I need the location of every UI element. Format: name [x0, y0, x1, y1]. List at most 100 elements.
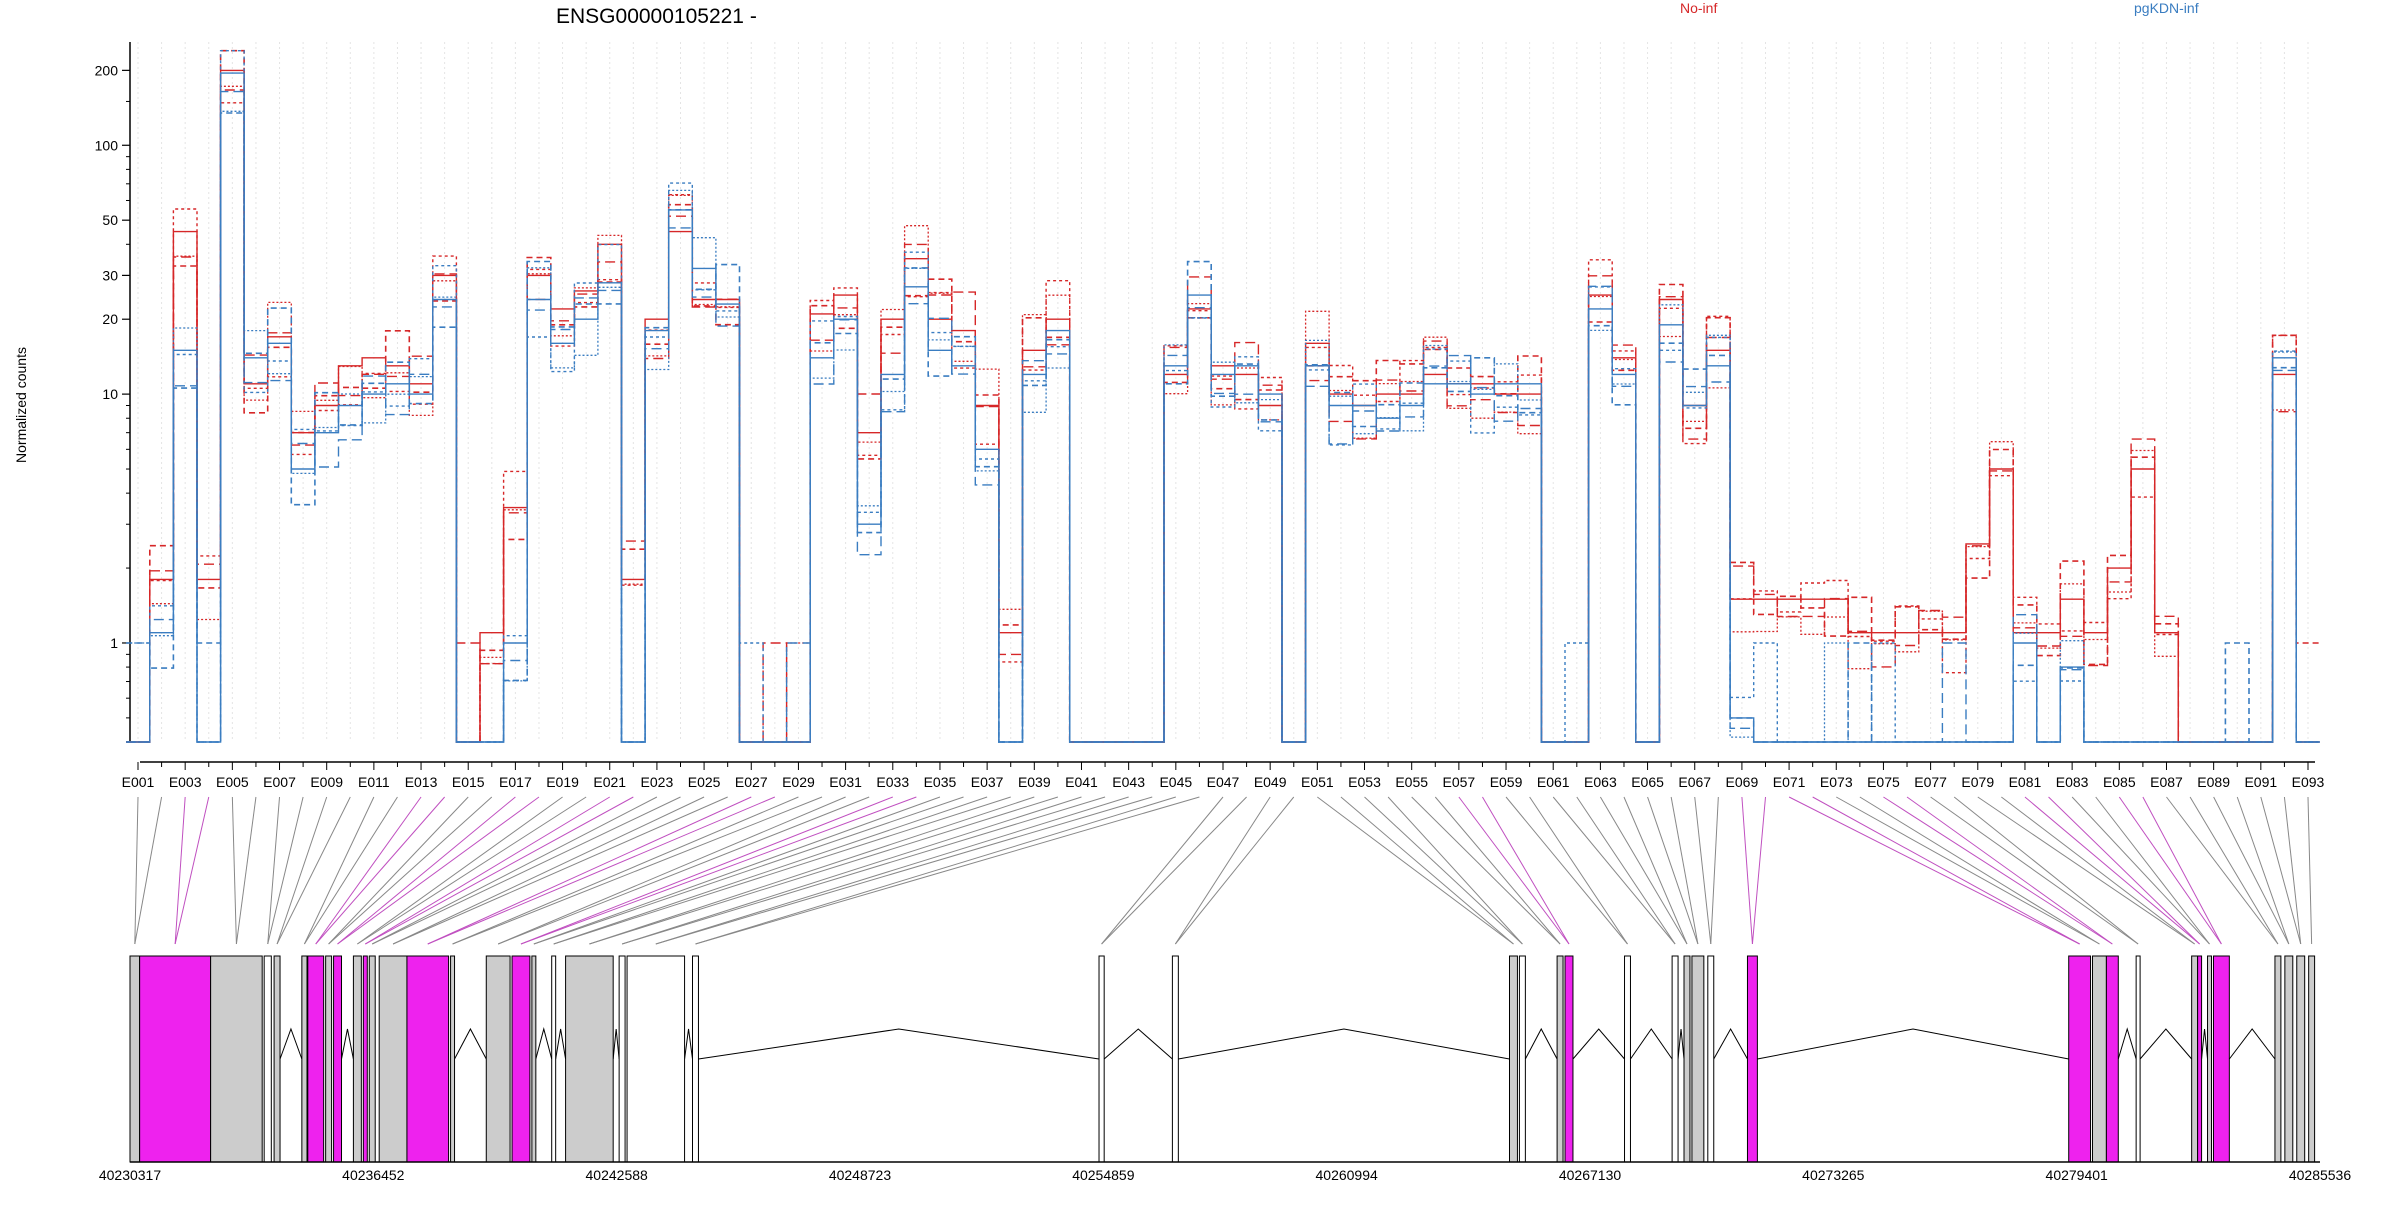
- intron-line: [1178, 1028, 1510, 1060]
- exon-link-line: [1953, 796, 2139, 945]
- exon-block: [368, 955, 376, 1163]
- exon-block: [485, 955, 511, 1163]
- exon-block: [2207, 955, 2212, 1163]
- intron-line: [684, 1028, 693, 1060]
- exon-label: E077: [1914, 774, 1947, 790]
- exon-label: E009: [310, 774, 343, 790]
- exon-link-line: [452, 796, 799, 945]
- exon-link-line: [1505, 796, 1628, 945]
- exon-link-line: [1741, 796, 1753, 945]
- exon-link-line: [328, 796, 493, 945]
- genomic-tick-label: 40242588: [586, 1167, 649, 1183]
- exon-link-line: [1529, 796, 1628, 945]
- intron-line: [1630, 1028, 1673, 1060]
- y-tick-label: 200: [95, 62, 119, 78]
- y-axis-label: Normalized counts: [13, 347, 29, 463]
- chart-title: ENSG00000105221 -: [556, 5, 757, 28]
- exon-link-line: [304, 796, 398, 945]
- exon-block: [352, 955, 362, 1163]
- intron-line: [2201, 1028, 2209, 1060]
- exon-link-line: [1482, 796, 1570, 945]
- exon-block: [273, 955, 281, 1163]
- intron-line: [2139, 1028, 2193, 1060]
- genomic-tick-label: 40273265: [1802, 1167, 1865, 1183]
- exon-label: E013: [405, 774, 438, 790]
- exon-link-line: [1906, 796, 2113, 945]
- exon-block: [325, 955, 333, 1163]
- no-inf-replicate-line: [126, 49, 2320, 743]
- exon-label: E091: [2244, 774, 2277, 790]
- exon-link-line: [365, 796, 610, 945]
- exon-label: E075: [1867, 774, 1900, 790]
- exon-link-line: [2166, 796, 2279, 945]
- intron-line: [1572, 1028, 1625, 1060]
- exon-block: [2092, 955, 2107, 1163]
- exon-block: [139, 955, 212, 1163]
- exon-link-line: [2307, 796, 2313, 945]
- exon-link-line: [497, 796, 846, 945]
- exon-link-line: [2048, 796, 2200, 945]
- exon-block: [129, 955, 141, 1163]
- exon-link-line: [365, 796, 634, 945]
- exon-label: E043: [1112, 774, 1145, 790]
- exon-label: E027: [735, 774, 768, 790]
- exon-link-line: [315, 796, 446, 945]
- exon-label: E071: [1773, 774, 1806, 790]
- exon-link-line: [392, 796, 728, 945]
- exon-link-line: [1788, 796, 2080, 945]
- exon-link-line: [235, 796, 257, 945]
- exon-link-line: [1101, 796, 1224, 945]
- exon-block: [1171, 955, 1179, 1163]
- intron-line: [698, 1028, 1100, 1060]
- exon-block: [307, 955, 325, 1163]
- exon-block: [1556, 955, 1564, 1163]
- exon-link-line: [337, 796, 540, 945]
- exon-link-line: [2283, 796, 2302, 945]
- y-tick-label: 10: [102, 386, 118, 402]
- exon-link-line: [1364, 796, 1523, 945]
- legend-no-inf: No-inf: [1680, 0, 1717, 16]
- exon-link-line: [1599, 796, 1688, 945]
- exon-label: E067: [1678, 774, 1711, 790]
- exon-link-line: [1670, 796, 1699, 945]
- exon-block: [2308, 955, 2316, 1163]
- exon-block: [1707, 955, 1715, 1163]
- exon-link-line: [520, 796, 917, 945]
- exon-link-line: [655, 796, 1129, 945]
- series-pgkdn-inf: [126, 50, 2320, 743]
- exon-block: [1746, 955, 1758, 1163]
- exon-link-line: [533, 796, 941, 945]
- exon-link-line: [1930, 796, 2139, 945]
- exon-link-line: [357, 796, 587, 945]
- genomic-tick-label: 40230317: [99, 1167, 162, 1183]
- exon-link-line: [337, 796, 516, 945]
- intron-line: [1757, 1028, 2069, 1060]
- exon-label: E017: [499, 774, 532, 790]
- exon-block: [1671, 955, 1679, 1163]
- exon-label: E037: [971, 774, 1004, 790]
- exon-link-line: [427, 796, 752, 945]
- exon-label: E083: [2056, 774, 2089, 790]
- exon-label: E061: [1537, 774, 1570, 790]
- genomic-tick-label: 40236452: [342, 1167, 405, 1183]
- exon-link-line: [533, 796, 964, 945]
- genomic-tick-label: 40260994: [1316, 1167, 1379, 1183]
- genomic-tick-label: 40285536: [2289, 1167, 2352, 1183]
- exon-block: [551, 955, 557, 1163]
- exon-label: E023: [641, 774, 674, 790]
- exon-link-line: [1458, 796, 1570, 945]
- exon-block: [2284, 955, 2294, 1163]
- exon-link-line: [267, 796, 304, 945]
- exon-label: E087: [2150, 774, 2183, 790]
- exon-block: [1683, 955, 1691, 1163]
- exon-link-line: [1174, 796, 1271, 945]
- exon-link-line: [2071, 796, 2210, 945]
- exon-link-line: [315, 796, 422, 945]
- exon-link-line: [174, 796, 186, 945]
- exon-label: E021: [593, 774, 626, 790]
- exon-block: [1098, 955, 1105, 1163]
- intron-line: [454, 1027, 487, 1060]
- genomic-tick-label: 40267130: [1559, 1167, 1622, 1183]
- exon-label: E085: [2103, 774, 2136, 790]
